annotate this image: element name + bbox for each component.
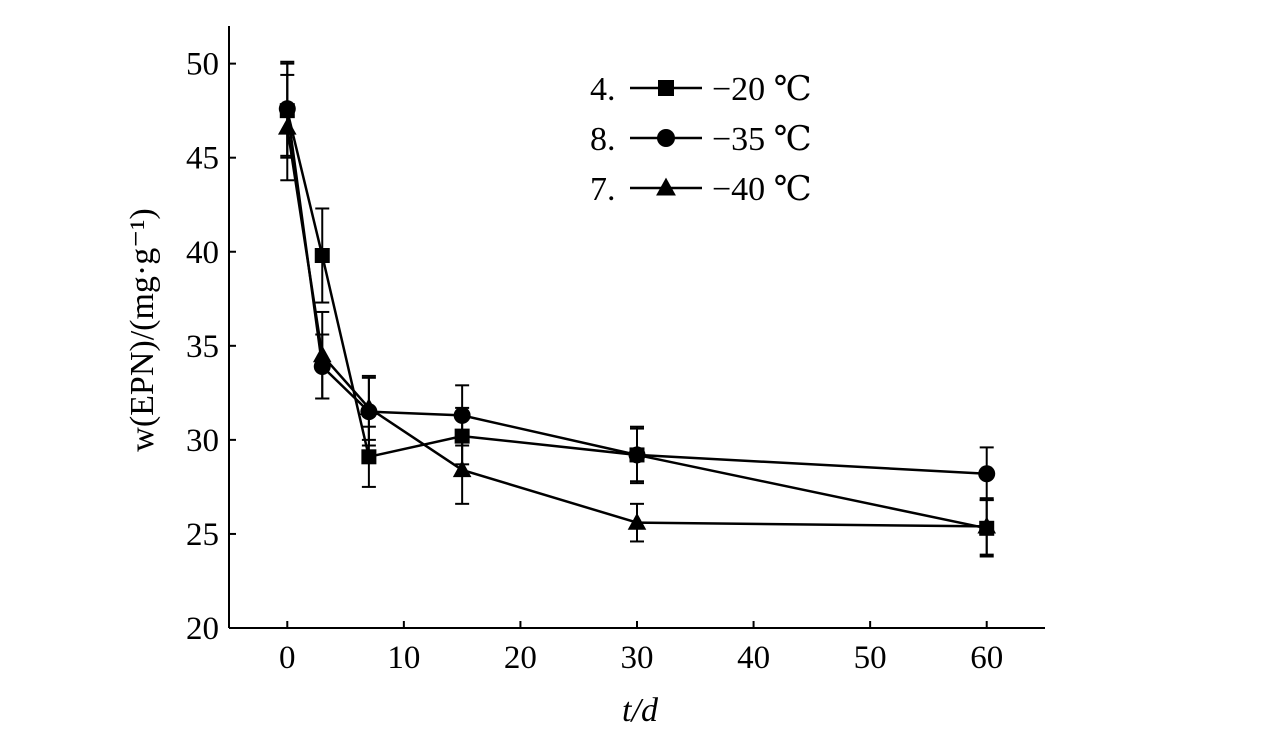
x-tick-label: 0: [279, 640, 296, 676]
data-point-triangle: [277, 117, 297, 135]
data-point-circle: [628, 446, 646, 464]
x-tick-label: 50: [854, 640, 887, 676]
data-point-triangle: [627, 512, 647, 530]
legend-index: 4.: [590, 71, 616, 108]
legend-index: 8.: [590, 121, 616, 158]
y-tick-label: 20: [186, 611, 219, 647]
x-tick-label: 40: [737, 640, 770, 676]
legend-label: −40 ℃: [712, 171, 812, 208]
y-tick-label: 35: [186, 329, 219, 365]
series-markers: [277, 100, 997, 536]
y-tick-label: 40: [186, 235, 219, 271]
legend: 4. −20 ℃ 8. −35 ℃ 7. −40 ℃: [590, 71, 812, 208]
y-tick-label: 25: [186, 517, 219, 553]
legend-label: −35 ℃: [712, 121, 812, 158]
legend-marker-circle: [657, 129, 675, 147]
x-tick-label: 30: [621, 640, 654, 676]
series-line-square: [286, 110, 987, 530]
y-tick-label: 30: [186, 423, 219, 459]
x-tick-label: 60: [970, 640, 1003, 676]
data-point-triangle: [312, 345, 332, 363]
data-point-square: [361, 449, 377, 465]
legend-index: 7.: [590, 171, 616, 208]
y-tick-label: 50: [186, 47, 219, 83]
data-point-triangle: [359, 398, 379, 415]
error-bars: [280, 60, 994, 558]
x-tick-label: 20: [504, 640, 537, 676]
data-point-triangle: [977, 516, 997, 534]
y-axis-title: w(EPN)/(mg·g⁻¹): [124, 208, 161, 451]
x-tick-label: 10: [387, 640, 420, 676]
data-point-circle: [278, 100, 296, 118]
ticks: 20 25 30 35 40 45 50 0 10 20 30 40 50 60: [186, 47, 1003, 676]
series-line-triangle: [286, 127, 987, 528]
series-line-circle: [286, 108, 987, 475]
data-point-circle: [978, 465, 996, 483]
series-lines: [286, 108, 987, 530]
legend-label: −20 ℃: [712, 71, 812, 108]
data-point-triangle: [452, 460, 472, 478]
y-tick-label: 45: [186, 141, 219, 177]
data-point-circle: [453, 406, 471, 424]
data-point-square: [314, 248, 330, 264]
legend-marker-triangle: [656, 177, 676, 196]
legend-marker-square: [658, 80, 674, 96]
x-axis-title: t/d: [622, 692, 659, 729]
data-point-square: [454, 428, 470, 444]
